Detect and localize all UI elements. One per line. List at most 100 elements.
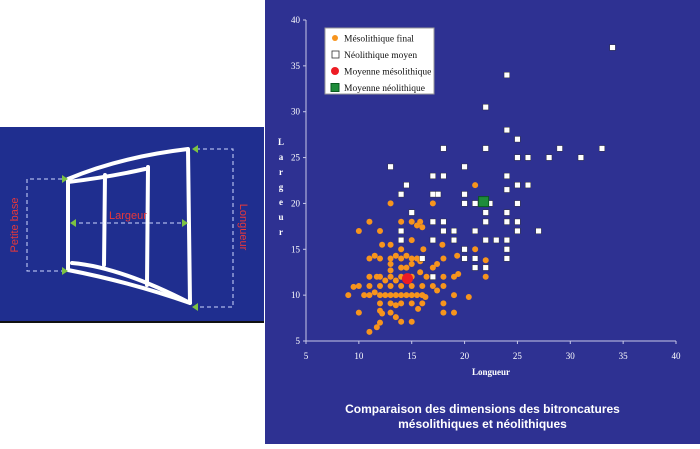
x-tick-label: 25 xyxy=(513,351,523,361)
mesolithic-point xyxy=(408,292,415,299)
mesolithic-point xyxy=(387,282,394,289)
neolithic-point xyxy=(503,218,510,225)
neolithic-point xyxy=(577,154,584,161)
mesolithic-point xyxy=(482,257,489,264)
neolithic-point xyxy=(387,163,394,170)
x-tick-label: 40 xyxy=(672,351,682,361)
mesolithic-point xyxy=(408,300,415,307)
mesolithic-point xyxy=(377,255,383,262)
mesolithic-point xyxy=(387,260,394,267)
mean-mesolithic-point xyxy=(401,273,413,285)
y-tick-label: 40 xyxy=(291,15,301,25)
y-tick-label: 20 xyxy=(291,198,301,208)
mesolithic-point xyxy=(398,255,405,262)
legend-label: Néolithique moyen xyxy=(344,51,417,61)
mesolithic-point xyxy=(392,292,399,299)
mesolithic-point xyxy=(423,273,430,280)
mesolithic-point xyxy=(387,200,394,207)
mesolithic-point xyxy=(377,273,383,280)
mesolithic-point xyxy=(392,314,399,321)
legend-label: Moyenne mésolithique xyxy=(344,68,431,78)
neolithic-point xyxy=(503,127,510,134)
mesolithic-point xyxy=(429,282,436,289)
neolithic-point xyxy=(398,227,405,234)
neolithic-point xyxy=(609,44,616,51)
mesolithic-point xyxy=(403,264,410,271)
x-tick-label: 20 xyxy=(460,351,470,361)
neolithic-point xyxy=(398,237,405,244)
neolithic-point xyxy=(514,227,521,234)
mesolithic-point xyxy=(398,264,405,271)
neolithic-point xyxy=(419,255,426,262)
mesolithic-point xyxy=(429,200,436,207)
mesolithic-point xyxy=(361,292,368,299)
mesolithic-point xyxy=(408,260,415,267)
neolithic-point xyxy=(599,145,606,152)
mesolithic-point xyxy=(366,282,373,289)
chart-title-line-2: mésolithiques et néolithiques xyxy=(398,417,567,431)
neolithic-point xyxy=(556,145,563,152)
mesolithic-point xyxy=(454,252,461,259)
mesolithic-point xyxy=(451,273,457,280)
neolithic-point xyxy=(403,182,410,189)
mesolithic-point xyxy=(451,292,457,299)
neolithic-point xyxy=(482,209,489,216)
mesolithic-point xyxy=(377,292,383,299)
measure-lines xyxy=(26,148,234,308)
mesolithic-point xyxy=(379,241,386,248)
mesolithic-point xyxy=(398,246,405,253)
neolithic-point xyxy=(482,264,489,271)
mesolithic-point xyxy=(387,292,394,299)
mesolithic-point xyxy=(392,277,399,284)
neolithic-point xyxy=(514,200,521,207)
mesolithic-point xyxy=(455,271,462,278)
chart-title-line-1: Comparaison des dimensions des bitroncat… xyxy=(345,402,620,416)
neolithic-point xyxy=(440,227,447,234)
neolithic-point xyxy=(535,227,542,234)
neolithic-point xyxy=(472,255,479,262)
mesolithic-point xyxy=(417,269,424,276)
neolithic-point xyxy=(503,72,510,79)
neolithic-point xyxy=(450,227,457,234)
mesolithic-point xyxy=(387,241,394,248)
mesolithic-point xyxy=(371,289,378,296)
neolithic-point xyxy=(472,200,479,207)
mesolithic-point xyxy=(451,309,457,316)
legend-marker-square xyxy=(331,50,340,59)
mesolithic-point xyxy=(371,252,378,259)
mesolithic-point xyxy=(392,252,399,259)
neolithic-point xyxy=(472,227,479,234)
neolithic-point xyxy=(429,191,436,198)
largeur-label: Largeur xyxy=(109,210,147,222)
neolithic-point xyxy=(461,200,468,207)
arrow-icons xyxy=(62,145,198,311)
mesolithic-point xyxy=(377,227,383,234)
mesolithic-point xyxy=(440,282,447,289)
mesolithic-point xyxy=(387,267,394,274)
mesolithic-point xyxy=(387,273,394,280)
y-tick-label: 30 xyxy=(291,107,301,117)
y-tick-label: 5 xyxy=(296,336,301,346)
neolithic-point xyxy=(546,154,553,161)
neolithic-point xyxy=(503,246,510,253)
mesolithic-point xyxy=(408,318,415,325)
longueur-label: Longueur xyxy=(237,204,249,251)
neolithic-point xyxy=(514,182,521,189)
neolithic-point xyxy=(503,237,510,244)
mesolithic-point xyxy=(366,273,373,280)
legend-marker xyxy=(332,35,338,41)
x-tick-label: 35 xyxy=(619,351,629,361)
neolithic-point xyxy=(472,264,479,271)
mesolithic-point xyxy=(408,282,415,289)
x-tick-label: 15 xyxy=(407,351,417,361)
legend-marker-circle xyxy=(331,67,339,75)
mean-neolithic-point xyxy=(478,196,490,208)
neolithic-point xyxy=(398,191,405,198)
mesolithic-point xyxy=(422,293,429,300)
tool-outline xyxy=(66,147,192,305)
mesolithic-point xyxy=(377,300,383,307)
neolithic-point xyxy=(440,145,447,152)
mesolithic-point xyxy=(440,255,447,262)
